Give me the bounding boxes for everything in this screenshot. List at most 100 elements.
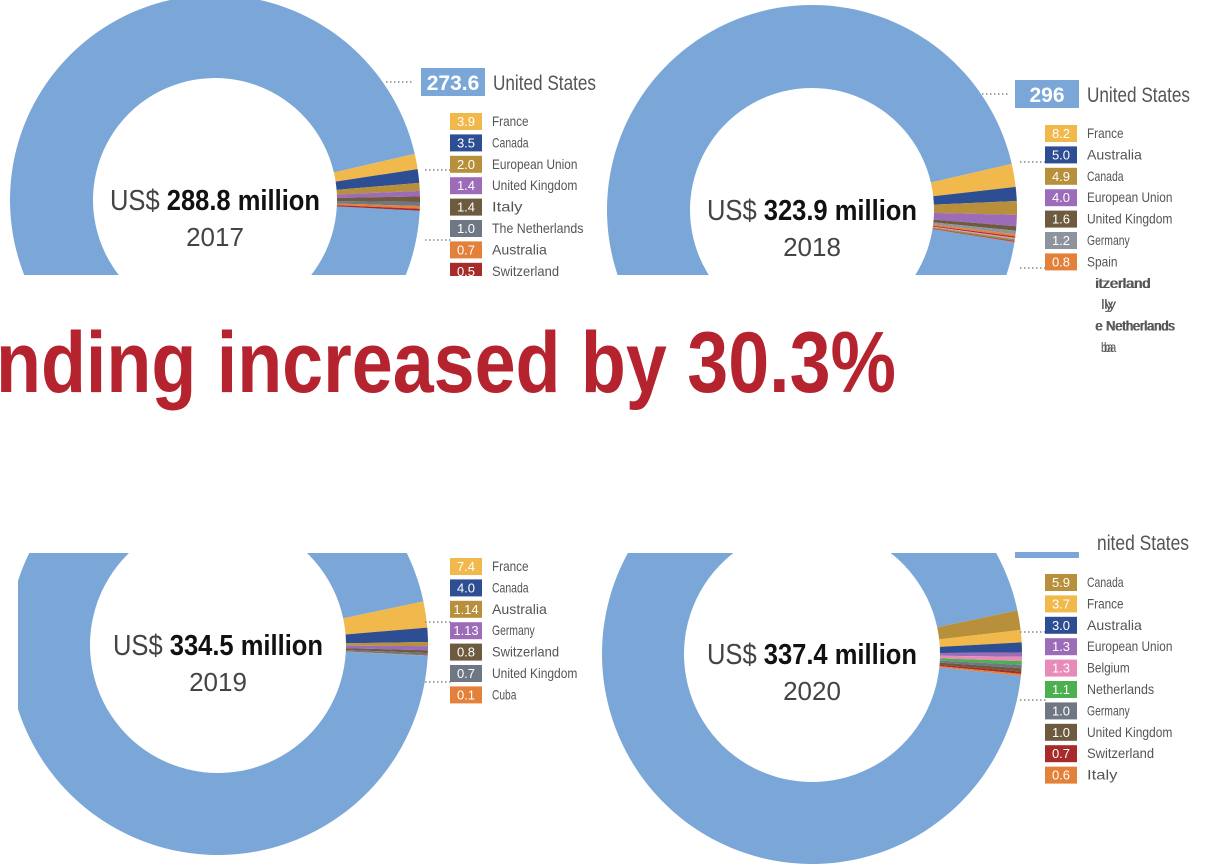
legend-value: 3.7: [1052, 596, 1070, 611]
legend-name: Netherlands: [1087, 681, 1154, 697]
slice-ly: [932, 226, 1016, 240]
slice-italy: [336, 196, 420, 202]
donut-2017: [10, 0, 420, 275]
slice-germany: [933, 222, 1016, 235]
slice-australia: [336, 203, 420, 209]
legend-name: France: [1087, 595, 1124, 611]
legend-item: 1.3 Belgium: [1045, 659, 1130, 677]
legend-swatch: [1045, 595, 1077, 613]
legend-item: 0.7 United Kingdom: [450, 665, 577, 682]
legend-value: 1.0: [457, 221, 475, 236]
us-value-box: [1015, 552, 1079, 558]
legend-name: Italy: [1087, 767, 1118, 783]
legend-swatch: [1045, 659, 1077, 677]
slice-switzerland: [939, 664, 1022, 674]
legend-item: 0.8 Switzerland: [450, 643, 559, 661]
slice-united-kingdom: [345, 649, 428, 656]
legend-swatch: [450, 558, 482, 575]
legend-item: 1.0 Germany: [1045, 702, 1130, 720]
legend-item: 4.0 Canada: [450, 579, 529, 597]
legend-name: France: [492, 113, 529, 129]
legend-name: United Kingdom: [1087, 724, 1172, 740]
legend-name: Cuba: [492, 686, 517, 702]
legend-value: 0.7: [457, 666, 475, 681]
legend-swatch: [1045, 745, 1077, 763]
slice-canada: [933, 200, 1017, 215]
legend-item: 2.0 European Union: [450, 155, 577, 173]
slice-united-states: [10, 0, 420, 275]
legend-value: 3.0: [1052, 618, 1070, 633]
legend-item: 1.1 Netherlands: [1045, 681, 1154, 698]
legend-swatch: [450, 134, 482, 152]
legend-value: 1.3: [1052, 639, 1070, 654]
legend-item: 1.6 United Kingdom: [1045, 210, 1172, 228]
legend-item: 0.5 Switzerland: [450, 262, 559, 279]
legend-name: European Union: [492, 156, 577, 172]
legend-name: Germany: [1087, 232, 1130, 248]
legend-item: 0.8 Spain: [1045, 253, 1118, 271]
legend-value: 4.0: [1052, 190, 1070, 205]
legend-item: 0.1 Cuba: [450, 686, 517, 704]
legend-swatch: [450, 643, 482, 661]
legend-name: Germany: [1087, 702, 1130, 718]
slice-united-states: [602, 553, 1021, 864]
slice-france: [930, 163, 1016, 197]
legend-swatch: [1045, 574, 1077, 591]
legend-swatch: [450, 177, 482, 195]
legend-name: Canada: [1087, 168, 1124, 184]
legend-name: Switzerland: [492, 644, 559, 660]
legend-item: 1.0 The Netherlands: [450, 220, 584, 237]
legend-value: 2.0: [457, 157, 475, 172]
legend-name: Australia: [1087, 617, 1142, 633]
headline: nding increased by 30.3%: [0, 315, 896, 411]
legend-value: 0.7: [457, 242, 475, 257]
legend-value: 1.6: [1052, 212, 1070, 227]
legend-value: 0.8: [457, 645, 475, 660]
legend-value: 5.0: [1052, 147, 1070, 162]
legend-value: 3.9: [457, 114, 475, 129]
legend-name: e Netherlands: [1096, 318, 1175, 334]
slice-canada: [335, 169, 420, 190]
legend-swatch: [450, 113, 482, 130]
slice-italy: [939, 666, 1022, 676]
legend-name: Germany: [492, 622, 535, 638]
legend-swatch: [450, 198, 482, 216]
slice-ba: [932, 228, 1015, 243]
slice-australia: [933, 186, 1017, 205]
legend-value: 3.5: [457, 135, 475, 150]
us-label: United States: [1087, 84, 1190, 107]
legend-swatch: [1045, 638, 1077, 656]
slice-spain: [932, 224, 1016, 237]
center-year: 2020: [783, 676, 841, 706]
legend-swatch: [1045, 681, 1077, 698]
legend-item: e Netherlands: [1096, 318, 1175, 334]
slice-united-states: [18, 553, 428, 855]
slice-the-netherlands: [336, 201, 420, 206]
us-value: 273.6: [427, 72, 480, 95]
legend-item: 4.9 Canada: [1045, 167, 1124, 185]
legend-item: 1.3 European Union: [1045, 638, 1172, 656]
center-total: US$ 288.8 million: [110, 185, 320, 217]
legend-swatch: [450, 665, 482, 682]
legend-value: 1.1: [1052, 682, 1070, 697]
slice-united-states: [607, 5, 1015, 275]
slice-belgium: [939, 655, 1022, 662]
legend-value: 1.2: [1052, 233, 1070, 248]
legend-item: 1.14 Australia: [450, 600, 547, 618]
slice-itzerland: [932, 225, 1016, 238]
legend-name: itzerland: [1096, 275, 1151, 291]
legend-name: Australia: [492, 601, 547, 617]
slice-e-netherlands: [932, 227, 1015, 241]
legend-item: 1.0 United Kingdom: [1045, 723, 1172, 741]
slice-united-kingdom: [933, 219, 1017, 231]
legend-item: 7.4 France: [450, 558, 529, 575]
legend-swatch: [1045, 766, 1077, 784]
slice-canada: [937, 610, 1021, 640]
slice-united-kingdom: [336, 190, 420, 198]
slice-european-union: [336, 182, 420, 195]
legend-name: Spain: [1087, 253, 1118, 269]
slice-canada: [345, 627, 428, 644]
legend-value: 0.5: [457, 264, 475, 279]
legend-swatch: [1045, 702, 1077, 720]
legend-swatch: [450, 241, 482, 259]
